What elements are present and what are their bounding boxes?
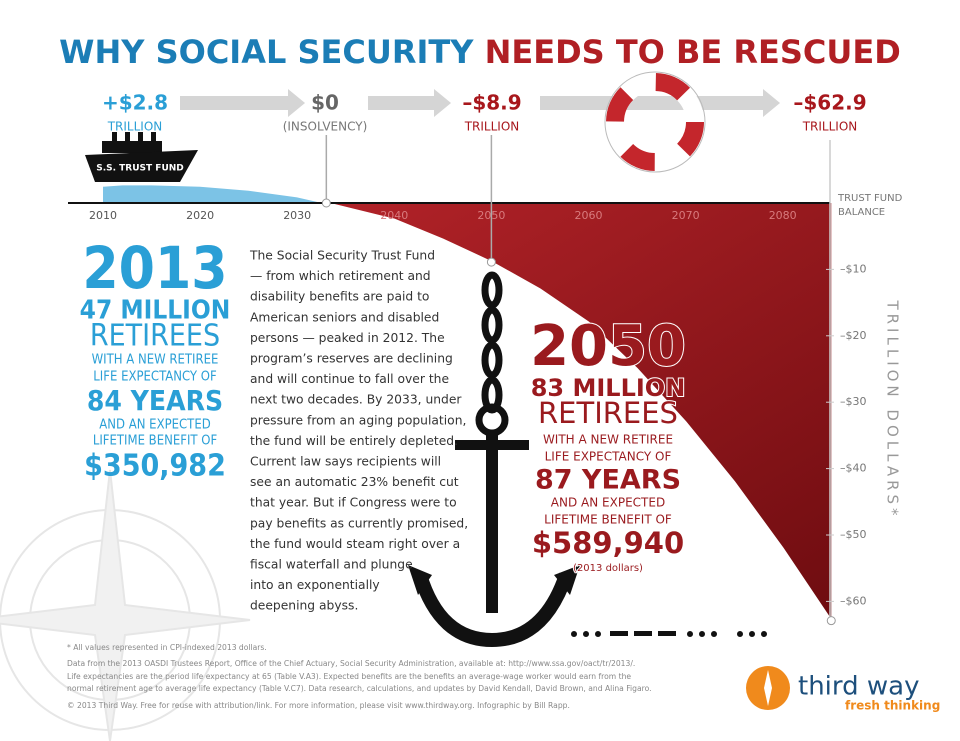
y-tick-label: –$40 <box>840 462 867 475</box>
paragraph-line: program’s reserves are declining <box>250 352 453 366</box>
x-tick-label: 2080 <box>769 209 797 222</box>
point <box>486 257 496 267</box>
stat-text: AND AN EXPECTED <box>99 418 210 433</box>
callout-unit: TRILLION <box>464 120 520 134</box>
stat-year: 2050 <box>530 314 686 379</box>
stat-label: RETIREES <box>90 319 220 354</box>
callout-value: +$2.8 <box>102 91 168 115</box>
left-block: 2013 47 MILLION RETIREES WITH A NEW RETI… <box>80 234 231 483</box>
stat-text: WITH A NEW RETIREE <box>543 433 673 447</box>
paragraph-line: American seniors and disabled <box>250 310 439 324</box>
stat-years: 84 YEARS <box>87 384 223 417</box>
footer-line: normal retirement age to average life ex… <box>67 684 652 693</box>
stat-text: WITH A NEW RETIREE <box>92 353 219 368</box>
stat-label: RETIREES <box>538 396 678 430</box>
stat-year: 2013 <box>82 234 227 302</box>
paragraph-line: next two decades. By 2033, under <box>250 393 462 407</box>
y-axis-title: BALANCE <box>838 207 885 218</box>
paragraph-line: disability benefits are paid to <box>250 290 429 304</box>
y-tick-label: –$20 <box>840 329 867 342</box>
paragraph-line: the fund will be entirely depleted. <box>250 434 458 448</box>
x-tick-label: 2040 <box>380 209 408 222</box>
paragraph-line: — from which retirement and <box>250 269 431 283</box>
callout-value: –$8.9 <box>462 91 521 115</box>
dashes <box>571 631 767 637</box>
point <box>826 616 836 626</box>
area-positive <box>103 184 832 203</box>
stat-text: LIFE EXPECTANCY OF <box>93 370 217 385</box>
footer-line: © 2013 Third Way. Free for reuse with at… <box>67 701 570 710</box>
paragraph-line: persons — peaked in 2012. The <box>250 331 445 345</box>
paragraph-line: into an exponentially <box>250 578 380 592</box>
stat-benefit: $589,940 <box>532 526 684 560</box>
y-axis-unit: TRILLION DOLLARS* <box>884 299 902 519</box>
ship-label: S.S. TRUST FUND <box>96 164 184 174</box>
footer-line: * All values represented in CPI-indexed … <box>67 643 267 652</box>
paragraph-line: fiscal waterfall and plunge <box>250 558 413 572</box>
y-tick-label: –$50 <box>840 528 867 541</box>
area-negative <box>103 203 832 621</box>
paragraph-line: that year. But if Congress were to <box>250 496 457 510</box>
logo: third way fresh thinking <box>746 666 940 713</box>
x-tick-label: 2070 <box>672 209 700 222</box>
paragraph-line: pressure from an aging population, <box>250 413 466 427</box>
x-tick-label: 2030 <box>283 209 311 222</box>
stat-text: LIFE EXPECTANCY OF <box>545 450 672 464</box>
stat-benefit: $350,982 <box>84 449 226 484</box>
stat-text: LIFETIME BENEFIT OF <box>93 434 218 449</box>
paragraph: The Social Security Trust Fund — from whi… <box>249 249 468 613</box>
y-tick-label: –$10 <box>840 262 867 275</box>
stat-note: (2013 dollars) <box>573 563 643 574</box>
title-part: NEEDS TO BE RESCUED <box>485 33 901 71</box>
balance-line <box>102 183 833 622</box>
paragraph-line: deepening abyss. <box>250 599 358 613</box>
x-tick-label: 2060 <box>575 209 603 222</box>
paragraph-line: Current law says recipients will <box>250 455 441 469</box>
callout-unit: (INSOLVENCY) <box>283 120 368 134</box>
anchor <box>408 271 580 648</box>
ship: S.S. TRUST FUND <box>85 132 198 182</box>
logo-name: third way <box>798 672 919 702</box>
stat-count: 83 MILLION <box>531 374 686 402</box>
paragraph-line: pay benefits as currently promised, <box>250 516 468 530</box>
x-tick-label: 2010 <box>89 209 117 222</box>
right-block: 2050 83 MILLION RETIREES WITH A NEW RETI… <box>529 313 687 575</box>
y-axis-title: TRUST FUND <box>837 193 903 204</box>
footer-line: Data from the 2013 OASDI Trustees Report… <box>67 659 635 668</box>
callout-value: –$62.9 <box>793 91 866 115</box>
callout-unit: TRILLION <box>802 120 858 134</box>
stat-text: AND AN EXPECTED <box>551 496 665 510</box>
stat-years: 87 YEARS <box>535 465 681 496</box>
paragraph-line: and will continue to fall over the <box>250 372 449 386</box>
y-tick-label: –$60 <box>840 594 867 607</box>
callout-value: $0 <box>311 91 339 115</box>
timeline-arrows <box>180 89 780 117</box>
stat-text: LIFETIME BENEFIT OF <box>544 513 672 527</box>
compass-decoration <box>0 469 251 741</box>
title-part: WHY SOCIAL SECURITY <box>59 33 474 71</box>
footer-line: Life expectancies are the period life ex… <box>67 672 631 681</box>
callout-unit: TRILLION <box>107 120 163 134</box>
x-tick-label: 2050 <box>477 209 505 222</box>
footer: * All values represented in CPI-indexed … <box>67 643 652 710</box>
paragraph-line: The Social Security Trust Fund <box>249 249 435 263</box>
lifebuoy <box>604 71 706 173</box>
y-tick-label: –$30 <box>840 395 867 408</box>
paragraph-line: the fund would steam right over a <box>250 537 460 551</box>
x-tick-label: 2020 <box>186 209 214 222</box>
paragraph-line: see an automatic 23% benefit cut <box>250 475 459 489</box>
point <box>321 198 331 208</box>
title: WHY SOCIAL SECURITY NEEDS TO BE RESCUED <box>59 33 901 71</box>
stat-count: 47 MILLION <box>80 296 231 326</box>
logo-tagline: fresh thinking <box>845 699 940 713</box>
